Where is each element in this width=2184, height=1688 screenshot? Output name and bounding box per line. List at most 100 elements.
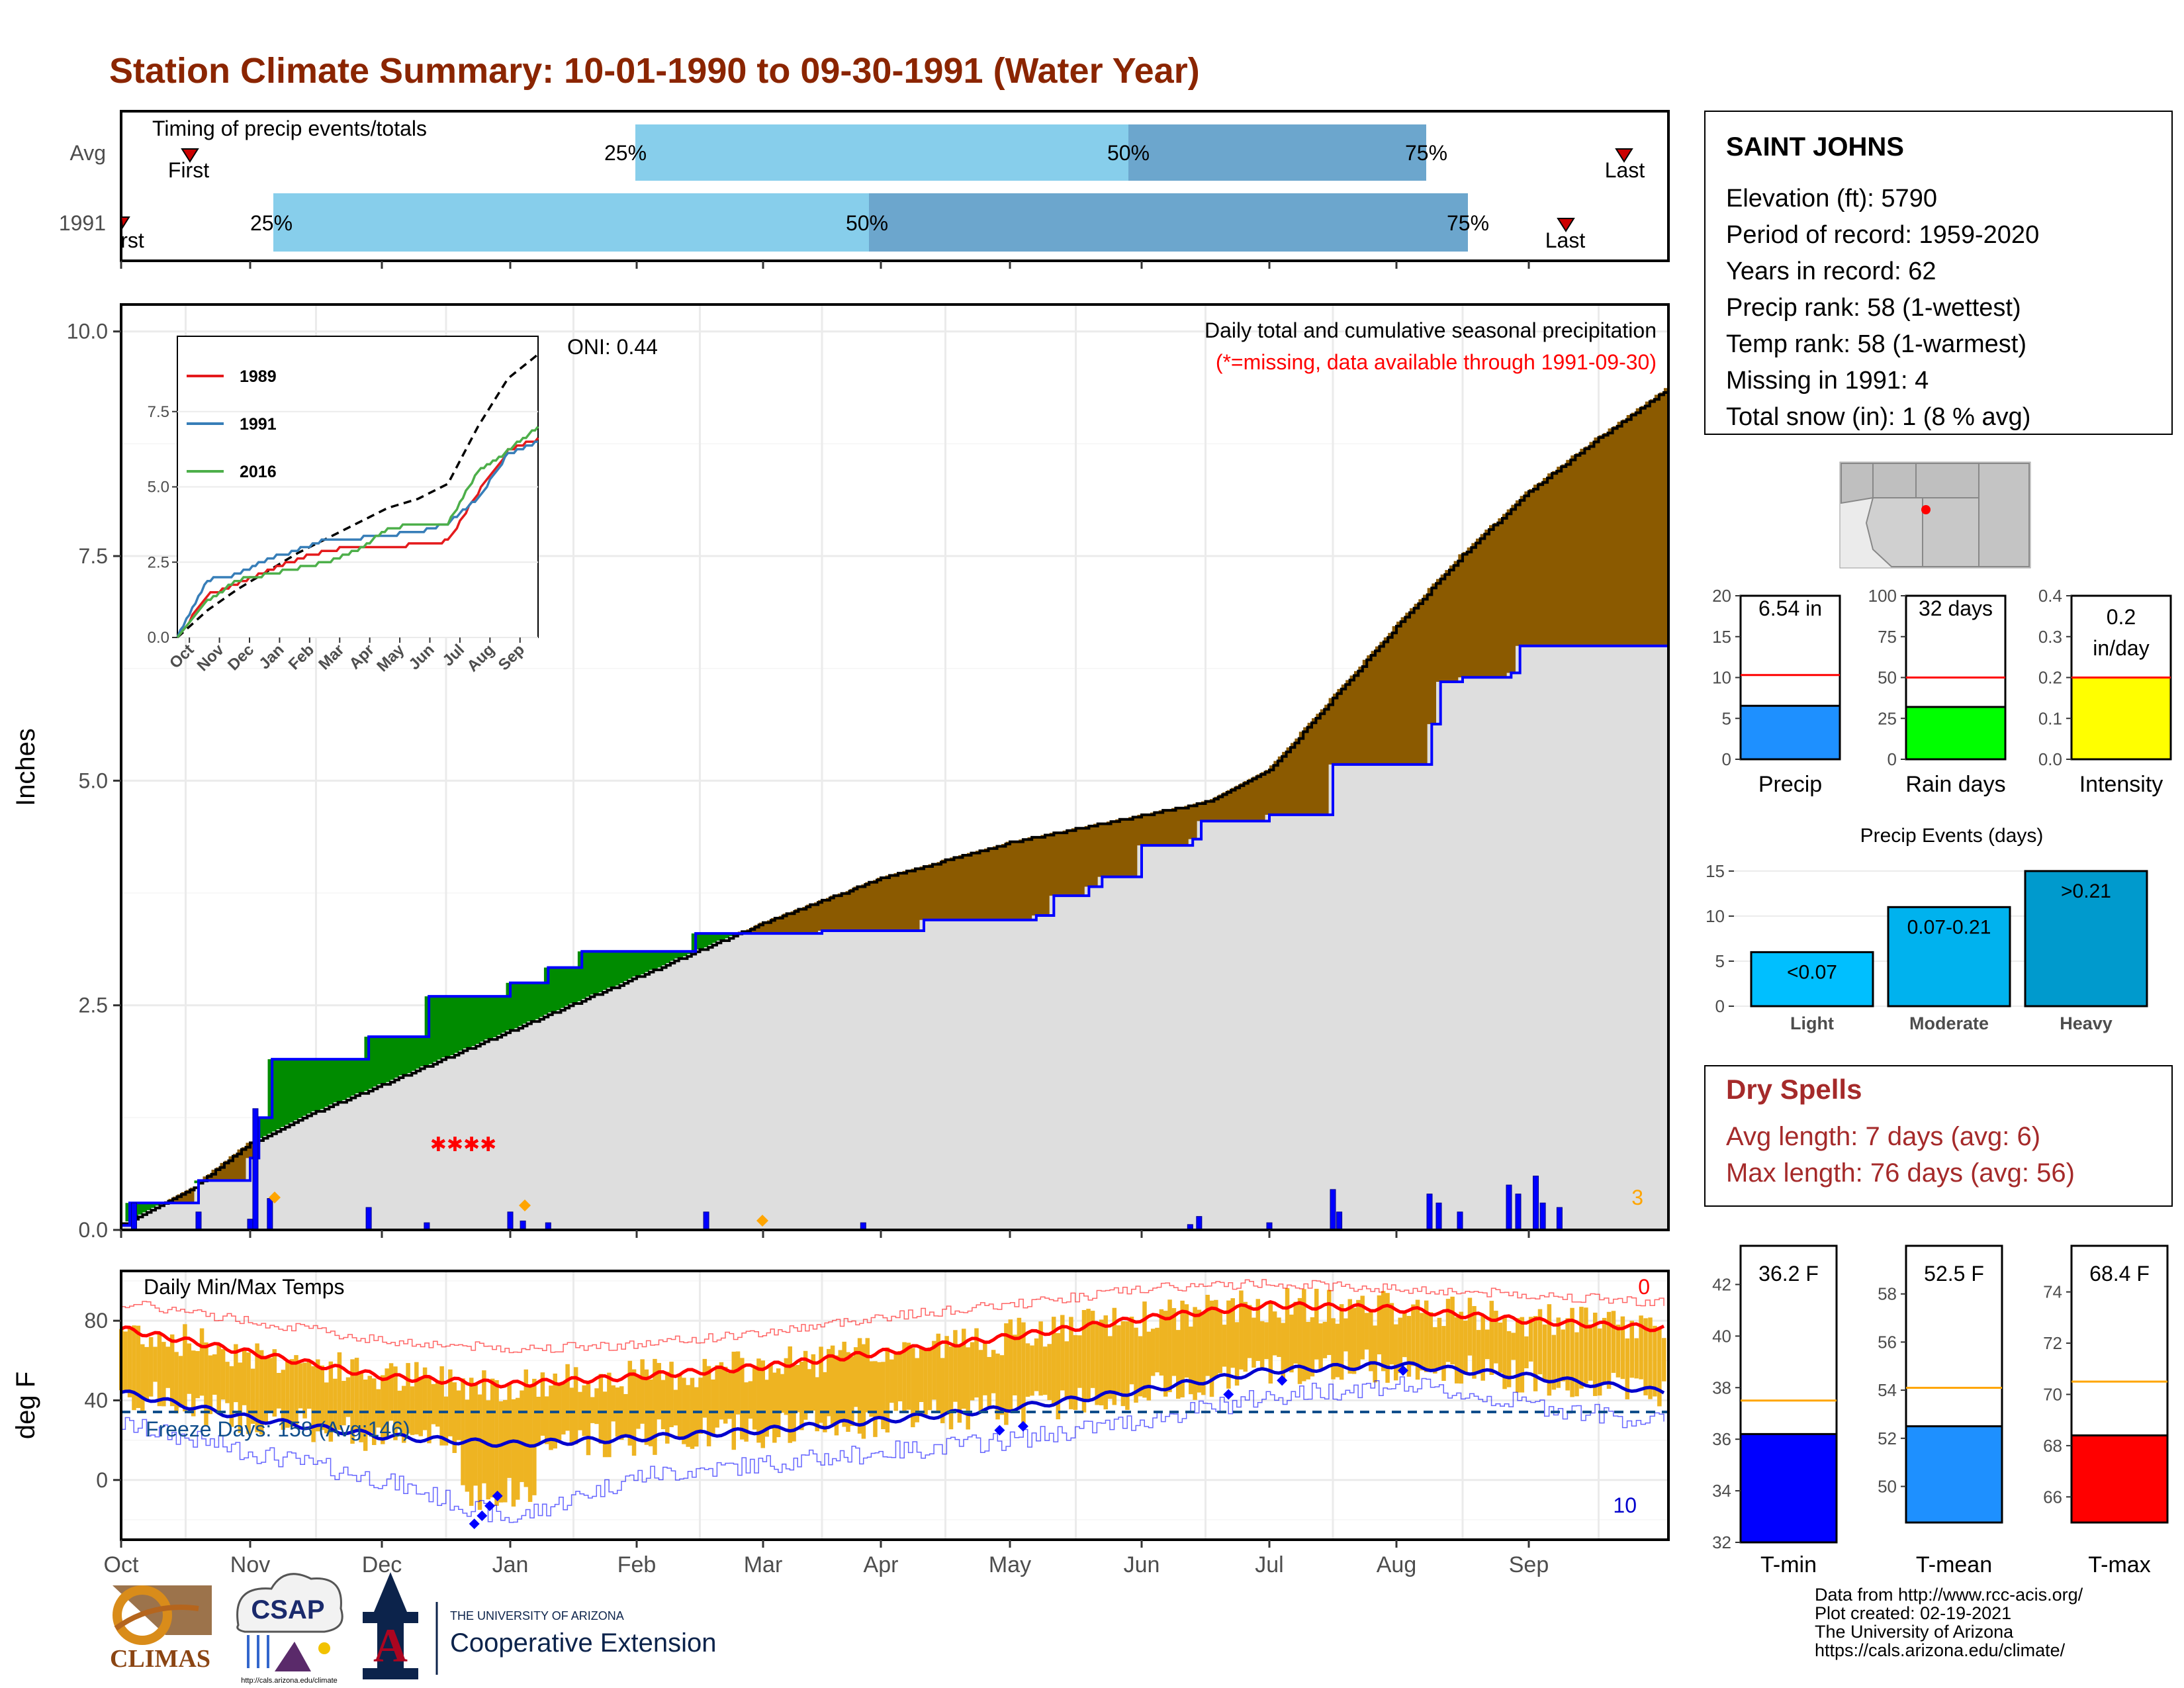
temp-panel-frame	[120, 1270, 1670, 1541]
daily-temp-bar	[640, 1359, 645, 1424]
daily-temp-bar	[1570, 1307, 1574, 1397]
daily-temp-bar	[191, 1350, 196, 1417]
daily-temp-bar	[1318, 1323, 1323, 1369]
station-name: SAINT JOHNS	[1726, 132, 1904, 162]
daily-temp-bar	[140, 1344, 145, 1413]
record-cold-marker	[469, 1518, 480, 1529]
daily-temp-bar	[127, 1327, 132, 1397]
daily-temp-bar	[1657, 1329, 1662, 1407]
daily-temp-bar	[1297, 1297, 1302, 1384]
daily-temp-bar	[1184, 1304, 1189, 1378]
footer-line-2: Plot created: 02-19-2021	[1815, 1603, 2011, 1623]
daily-temp-bar	[1565, 1318, 1570, 1391]
daily-temp-bar	[1351, 1307, 1357, 1374]
daily-temp-bar	[1516, 1318, 1520, 1393]
daily-temp-bar	[1648, 1317, 1653, 1399]
daily-temp-bar	[1201, 1312, 1206, 1395]
mini-precip-y-tick-label: 0.2	[2038, 668, 2062, 688]
daily-temp-bar	[1561, 1329, 1565, 1382]
daily-temp-bar	[549, 1385, 553, 1450]
daily-temp-bar	[1243, 1301, 1248, 1372]
daily-temp-bar	[503, 1399, 508, 1503]
daily-precip-bar	[1515, 1194, 1522, 1231]
daily-temp-bar	[422, 1367, 428, 1430]
daily-temp-bar	[123, 1331, 128, 1393]
daily-temp-bar	[706, 1366, 711, 1446]
info-elevation: Elevation (ft): 5790	[1726, 185, 1937, 212]
record-cold-count: 10	[1613, 1493, 1637, 1517]
month-label: Feb	[617, 1552, 657, 1577]
daily-temp-bar	[448, 1369, 453, 1436]
info-temp-rank: Temp rank: 58 (1-warmest)	[1726, 330, 2026, 358]
month-label: Jan	[492, 1552, 529, 1577]
daily-temp-bar	[573, 1367, 578, 1444]
daily-precip-bar	[1539, 1202, 1546, 1231]
daily-precip-bar	[131, 1202, 137, 1231]
daily-temp-bar	[686, 1385, 690, 1447]
daily-temp-bar	[594, 1388, 599, 1425]
csap-sun	[318, 1642, 330, 1654]
timing-avg-first-label: First	[168, 158, 209, 182]
daily-temp-bar	[1579, 1307, 1584, 1389]
events-bar	[1750, 951, 1874, 1008]
mini-precip-y-tick-label: 0.3	[2038, 627, 2062, 647]
timing-avg-q25-q50-bar	[635, 124, 1128, 181]
daily-temp-bar	[1433, 1327, 1437, 1374]
timing-avg-q50: 50%	[1107, 141, 1150, 165]
mini-temp-y-tick-label: 58	[1878, 1284, 1897, 1304]
daily-temp-bar	[578, 1391, 582, 1430]
daily-temp-bar	[161, 1342, 166, 1407]
daily-temp-bar	[350, 1359, 355, 1444]
inset-legend-label: 1989	[240, 367, 277, 386]
precip-panel-frame	[120, 303, 1670, 1231]
mini-precip-y-tick-label: 0	[1722, 749, 1731, 769]
daily-temp-bar	[465, 1399, 470, 1492]
daily-temp-bar	[815, 1377, 819, 1432]
daily-temp-bar	[1285, 1288, 1290, 1370]
daily-temp-bar	[987, 1356, 991, 1408]
daily-temp-bar	[1180, 1300, 1185, 1397]
record-cold-marker	[994, 1425, 1005, 1436]
daily-temp-bar	[1662, 1338, 1666, 1382]
record-cold-marker	[1398, 1365, 1408, 1376]
events-category-label: Heavy	[2060, 1013, 2113, 1033]
snow-marker	[269, 1192, 281, 1203]
daily-temp-bar	[889, 1359, 894, 1403]
daily-precip-bar	[1196, 1216, 1203, 1231]
daily-temp-bar	[1428, 1312, 1433, 1372]
inset-y-tick-label: 5.0	[148, 479, 169, 496]
daily-temp-bar	[359, 1373, 363, 1442]
daily-temp-bar	[1476, 1330, 1481, 1374]
station-info-box: SAINT JOHNS Elevation (ft): 5790 Period …	[1704, 111, 2173, 435]
snow-marker	[756, 1215, 768, 1227]
month-label: Aug	[1377, 1552, 1417, 1577]
mini-temp-label: T-mean	[1916, 1552, 1992, 1577]
events-category-label: Moderate	[1909, 1013, 1989, 1033]
daily-temp-bar	[238, 1362, 243, 1433]
daily-temp-bar	[799, 1361, 804, 1430]
daily-temp-bar	[906, 1342, 911, 1410]
daily-temp-bar	[234, 1344, 238, 1403]
daily-temp-bar	[482, 1370, 486, 1483]
daily-temp-bar	[406, 1363, 410, 1434]
record-cold-marker	[492, 1490, 503, 1501]
timing-avg-first-marker	[181, 148, 199, 163]
daily-temp-bar	[1142, 1301, 1147, 1398]
daily-temp-bar	[263, 1356, 268, 1424]
climas-logo: CLIMAS	[110, 1585, 212, 1673]
timing-avg-q50-q75-bar	[1128, 124, 1426, 181]
csap-rain	[247, 1635, 269, 1668]
timing-year-q50-q75-bar	[869, 193, 1468, 252]
daily-temp-bar	[1155, 1327, 1160, 1373]
map-state-ut-co	[1915, 463, 1979, 498]
daily-temp-bar	[1017, 1317, 1022, 1410]
daily-temp-bar	[1056, 1333, 1061, 1420]
daily-precip-bars	[131, 1108, 1563, 1231]
precip-events-chart: Precip Events (days) <0.07 Light 0.07-0.21…	[1706, 825, 2148, 1033]
daily-temp-bar	[715, 1365, 719, 1428]
daily-precip-bar	[247, 1219, 253, 1231]
daily-temp-bar	[752, 1368, 757, 1430]
daily-temp-bar	[1272, 1311, 1277, 1356]
daily-temp-bar	[768, 1364, 773, 1429]
ua-big-text: Cooperative Extension	[450, 1628, 716, 1658]
